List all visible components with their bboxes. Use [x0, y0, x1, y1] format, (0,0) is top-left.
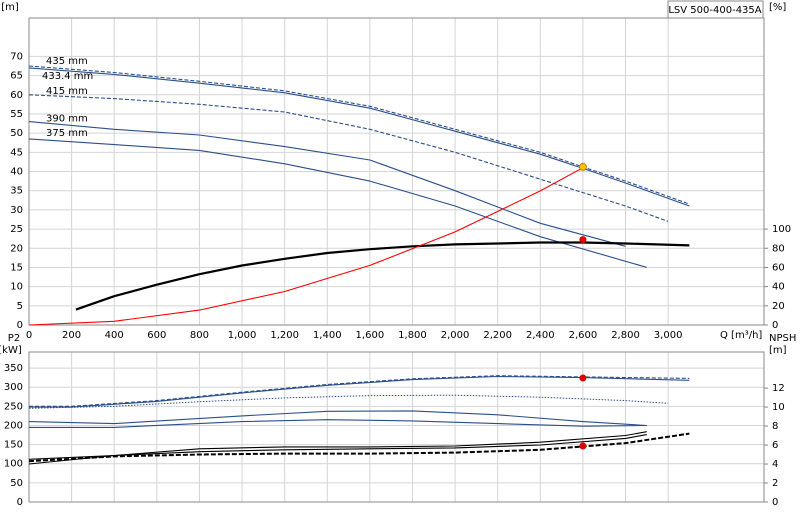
y-tick-label: 50 — [10, 478, 23, 489]
curve — [28, 67, 690, 207]
y-tick-label: 30 — [10, 205, 23, 216]
title-box — [667, 0, 764, 19]
y2-axis-label: NPSH — [769, 333, 796, 344]
y-axis-label: P2 — [8, 333, 20, 344]
y-axis-label: [m] — [1, 2, 19, 13]
curve — [28, 65, 690, 205]
x-tick-label: 800 — [190, 330, 209, 341]
y2-axis-label: [%] — [769, 2, 786, 13]
y2-tick-label: 80 — [772, 243, 785, 254]
x-axis-label: Q [m³/h] — [720, 330, 762, 341]
curve-label: 375 mm — [46, 128, 88, 139]
y-tick-label: 25 — [10, 224, 23, 235]
y-tick-label: 0 — [17, 497, 23, 508]
x-tick-label: 1,200 — [270, 330, 299, 341]
y2-tick-label: 6 — [772, 440, 778, 451]
y-tick-label: 50 — [10, 128, 23, 139]
curve — [29, 375, 690, 408]
y2-axis-label: eta — [769, 0, 785, 1]
y-tick-label: 300 — [4, 382, 23, 393]
x-tick-label: 600 — [147, 330, 166, 341]
y-tick-label: 10 — [10, 282, 23, 293]
y-tick-label: 20 — [10, 243, 23, 254]
curve — [28, 431, 647, 465]
curve — [75, 241, 690, 311]
y-tick-label: 70 — [10, 51, 23, 62]
y-tick-label: 40 — [10, 167, 23, 178]
x-tick-label: 2,000 — [441, 330, 470, 341]
curve — [28, 94, 669, 222]
y-axis-label: H — [10, 0, 18, 1]
duty-point — [578, 162, 587, 171]
y2-axis-label: [m] — [769, 345, 787, 356]
x-tick-label: 0 — [26, 330, 32, 341]
y-tick-label: 65 — [10, 71, 23, 82]
y-tick-label: 35 — [10, 186, 23, 197]
y-axis-label: [kW] — [0, 345, 22, 356]
x-tick-label: 2,800 — [611, 330, 640, 341]
y2-tick-label: 12 — [772, 383, 785, 394]
y2-tick-label: 0 — [772, 320, 778, 331]
x-tick-label: 2,200 — [483, 330, 512, 341]
x-tick-label: 200 — [62, 330, 81, 341]
y2-tick-label: 4 — [772, 459, 778, 470]
y-tick-label: 200 — [4, 420, 23, 431]
chart-title: LSV 500-400-435A — [668, 5, 761, 16]
y2-tick-label: 10 — [772, 402, 785, 413]
y-tick-label: 60 — [10, 90, 23, 101]
curve — [28, 394, 669, 409]
y-tick-label: 45 — [10, 147, 23, 158]
y-tick-label: 250 — [4, 401, 23, 412]
curve-label: 390 mm — [46, 114, 88, 125]
duty-point — [579, 442, 587, 450]
y2-tick-label: 40 — [772, 282, 785, 293]
duty-point — [579, 236, 587, 244]
y2-tick-label: 2 — [772, 478, 778, 489]
curve-label: 435 mm — [46, 56, 88, 67]
x-tick-label: 1,400 — [313, 330, 342, 341]
curve — [28, 167, 584, 326]
x-tick-label: 1,600 — [356, 330, 385, 341]
y2-tick-label: 8 — [772, 421, 778, 432]
y2-tick-label: 100 — [772, 224, 791, 235]
y2-tick-label: 20 — [772, 301, 785, 312]
curve-label: 415 mm — [46, 86, 88, 97]
curve-label: 433.4 mm — [42, 71, 93, 82]
y2-tick-label: 60 — [772, 262, 785, 273]
curve — [28, 138, 647, 268]
curve — [28, 410, 647, 427]
curve — [28, 434, 647, 460]
x-tick-label: 2,400 — [526, 330, 555, 341]
y-tick-label: 5 — [17, 301, 23, 312]
y-tick-label: 15 — [10, 262, 23, 273]
curve — [28, 432, 690, 463]
x-tick-label: 1,000 — [228, 330, 257, 341]
duty-point — [579, 374, 587, 382]
y-tick-label: 350 — [4, 363, 23, 374]
y-tick-label: 55 — [10, 109, 23, 120]
x-tick-label: 400 — [105, 330, 124, 341]
x-tick-label: 3,000 — [654, 330, 683, 341]
y2-tick-label: 0 — [772, 497, 778, 508]
curve — [28, 121, 626, 247]
curve — [29, 419, 647, 428]
x-tick-label: 1,800 — [398, 330, 427, 341]
x-tick-label: 2,600 — [569, 330, 598, 341]
y-tick-label: 0 — [17, 320, 23, 331]
y-tick-label: 100 — [4, 459, 23, 470]
y-tick-label: 150 — [4, 440, 23, 451]
plot-frame — [28, 17, 765, 326]
